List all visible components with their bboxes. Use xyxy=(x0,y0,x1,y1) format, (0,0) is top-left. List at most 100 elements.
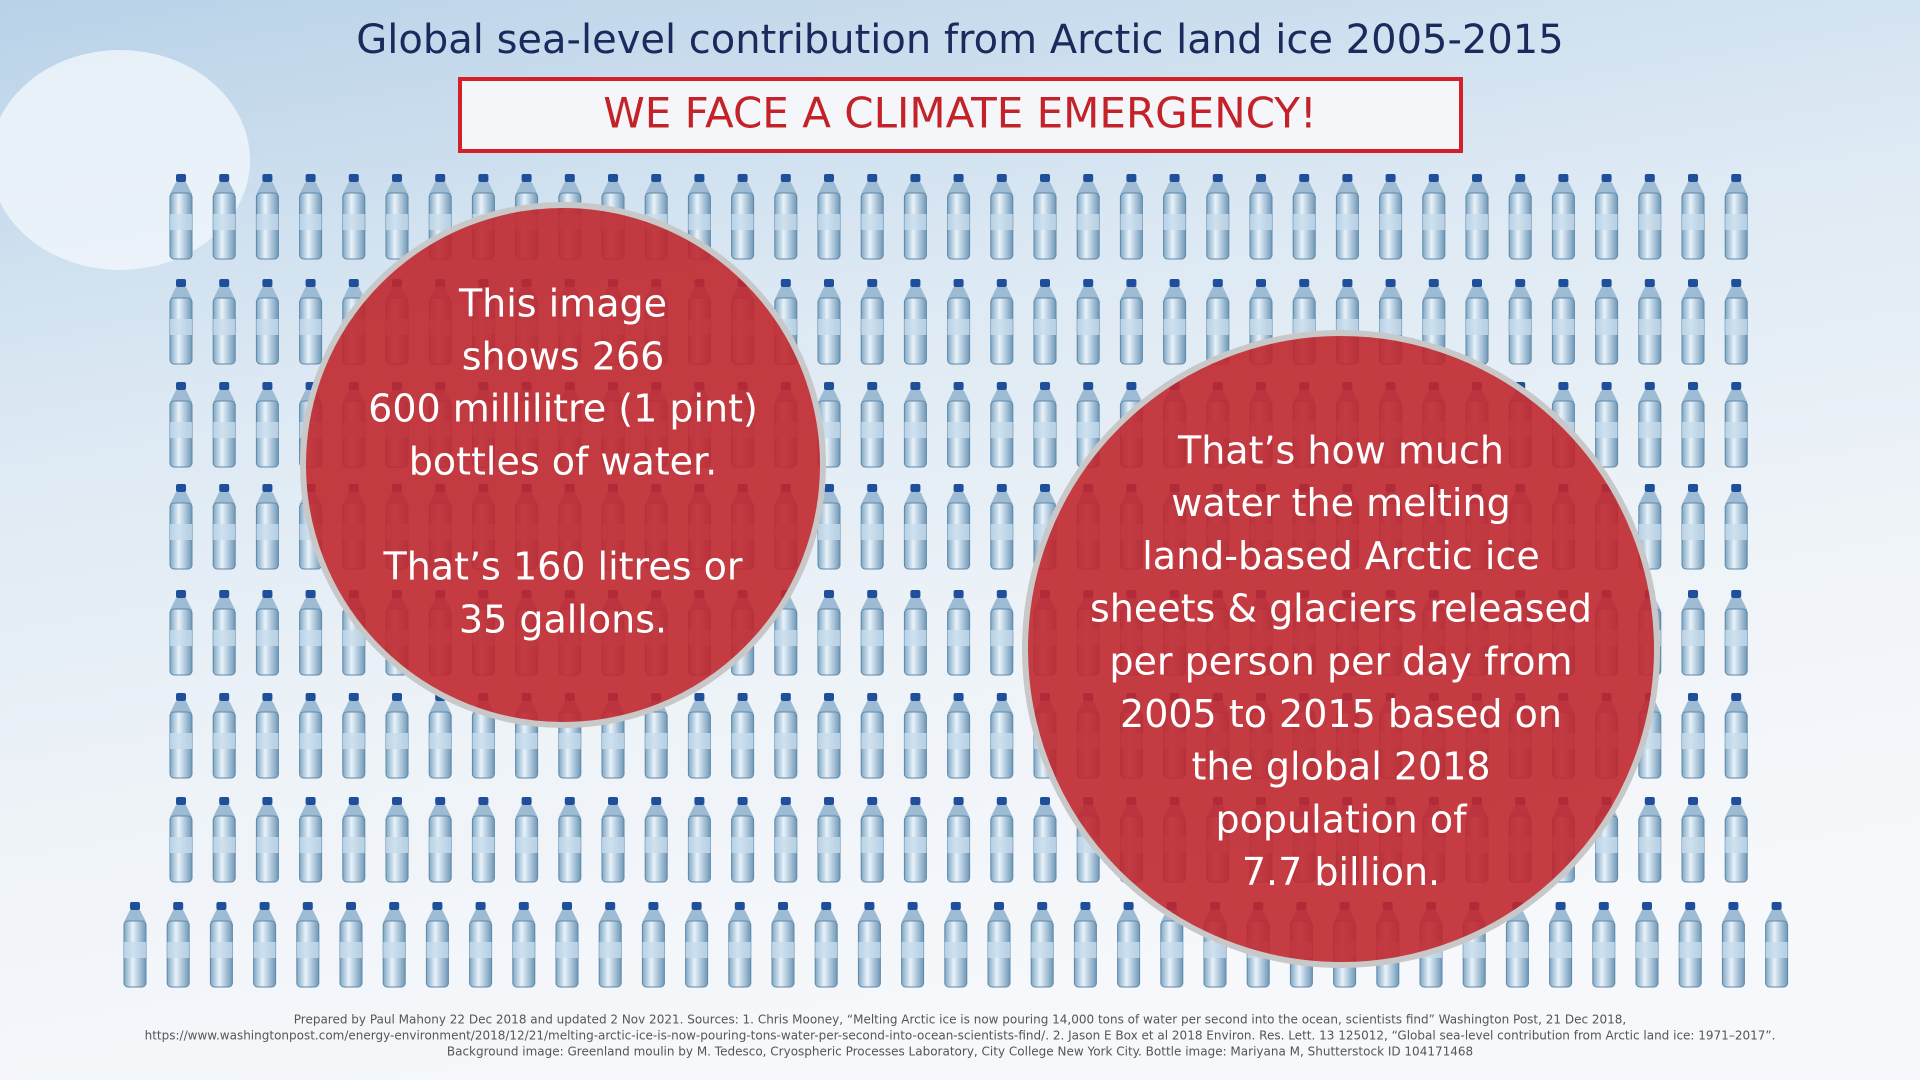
bottle-neck xyxy=(990,390,1013,402)
bottle-cap xyxy=(521,797,532,805)
bottle-label xyxy=(1293,214,1316,230)
bottle xyxy=(1422,174,1446,260)
bottle-cap xyxy=(824,382,834,390)
bottle-neck xyxy=(774,287,797,299)
bottle xyxy=(255,797,279,883)
bottle-label xyxy=(685,942,708,958)
bottle-cap xyxy=(1688,590,1698,598)
bottle xyxy=(342,174,366,260)
bottle-cap xyxy=(219,279,230,287)
bottle xyxy=(212,484,236,570)
bottle xyxy=(1681,382,1705,468)
bottle xyxy=(774,590,798,676)
bottle-label xyxy=(818,319,840,335)
bottle-cap xyxy=(219,797,230,805)
bottle-neck xyxy=(1120,287,1143,299)
bottle-label xyxy=(472,837,495,853)
bottle-neck xyxy=(558,805,581,817)
bottle-label xyxy=(1725,524,1748,540)
bottle-label xyxy=(947,319,970,335)
bottle-cap xyxy=(867,484,878,492)
bottle-cap xyxy=(432,902,443,910)
bottle-cap xyxy=(262,484,273,492)
bottle-cap xyxy=(1342,174,1353,182)
bottle-label xyxy=(1293,319,1316,335)
bottle-neck xyxy=(512,910,535,922)
bottle xyxy=(1292,174,1316,260)
bottle-label xyxy=(1638,422,1661,438)
bottle-neck xyxy=(731,701,754,713)
bottle-cap xyxy=(867,382,878,390)
bottle-cap xyxy=(259,902,270,910)
bottle-label xyxy=(990,422,1013,438)
bottle-neck xyxy=(1509,182,1532,194)
bottle-cap xyxy=(176,693,186,701)
bottle-label xyxy=(818,214,840,230)
bottle-label xyxy=(1682,837,1704,853)
bottle-neck xyxy=(1682,182,1704,194)
bottle xyxy=(299,797,323,883)
bottle-label xyxy=(556,942,578,958)
bottle-label xyxy=(170,733,192,749)
bottle-neck xyxy=(1725,805,1748,817)
bottle xyxy=(428,797,452,883)
bottle-neck xyxy=(429,701,452,713)
bottle xyxy=(385,693,409,779)
bottle-cap xyxy=(346,902,356,910)
bottle-label xyxy=(1206,319,1229,335)
footer-line: Background image: Greenland moulin by M.… xyxy=(447,1045,1473,1059)
bottle-cap xyxy=(392,693,402,701)
bottle-neck xyxy=(774,701,797,713)
bottle xyxy=(1206,279,1230,365)
bottle-label xyxy=(988,942,1010,958)
bottle-label xyxy=(1463,942,1486,958)
bottle-label xyxy=(1595,837,1618,853)
bottle-cap xyxy=(780,797,791,805)
title: Global sea-level contribution from Arcti… xyxy=(356,17,1563,63)
bottle-label xyxy=(731,214,754,230)
bottle-label xyxy=(170,319,192,335)
bottle-cap xyxy=(694,174,705,182)
bottle-neck xyxy=(1336,182,1359,194)
circle-line: 2005 to 2015 based on xyxy=(1120,692,1562,736)
bottle-cap xyxy=(867,797,878,805)
bottle-label xyxy=(1722,942,1745,958)
bottle-neck xyxy=(815,910,838,922)
bottle-cap xyxy=(953,484,964,492)
bottle-neck xyxy=(1034,182,1056,194)
bottle-label xyxy=(299,319,322,335)
bottle-label xyxy=(947,524,970,540)
bottle xyxy=(598,902,622,988)
bottle-neck xyxy=(1206,287,1229,299)
bottle-label xyxy=(1120,319,1143,335)
bottle-cap xyxy=(305,797,316,805)
bottle-label xyxy=(299,733,322,749)
bottle-neck xyxy=(1034,390,1056,402)
bottle xyxy=(944,902,968,988)
bottle-cap xyxy=(821,902,832,910)
bottle xyxy=(817,174,841,260)
bottle-cap xyxy=(1688,382,1698,390)
bottle-cap xyxy=(651,174,662,182)
bottle xyxy=(1681,279,1705,365)
bottle-cap xyxy=(910,279,921,287)
bottle-label xyxy=(645,837,668,853)
bottle-label xyxy=(861,422,884,438)
bottle xyxy=(255,279,279,365)
bottle-neck xyxy=(1552,182,1575,194)
circle-line: shows 266 xyxy=(462,335,665,379)
bottle-label xyxy=(599,942,622,958)
bottle-neck xyxy=(256,598,279,610)
bottle-label xyxy=(213,733,236,749)
bottle xyxy=(1551,174,1575,260)
bottle-cap xyxy=(910,484,921,492)
bottle-label xyxy=(213,214,236,230)
bottle xyxy=(774,797,798,883)
bottle xyxy=(860,590,884,676)
bottle-label xyxy=(386,837,408,853)
bottle-neck xyxy=(299,287,322,299)
bottle-cap xyxy=(1642,902,1652,910)
bottle-neck xyxy=(1679,910,1702,922)
bottle-label xyxy=(299,214,322,230)
bottle xyxy=(1724,382,1748,468)
